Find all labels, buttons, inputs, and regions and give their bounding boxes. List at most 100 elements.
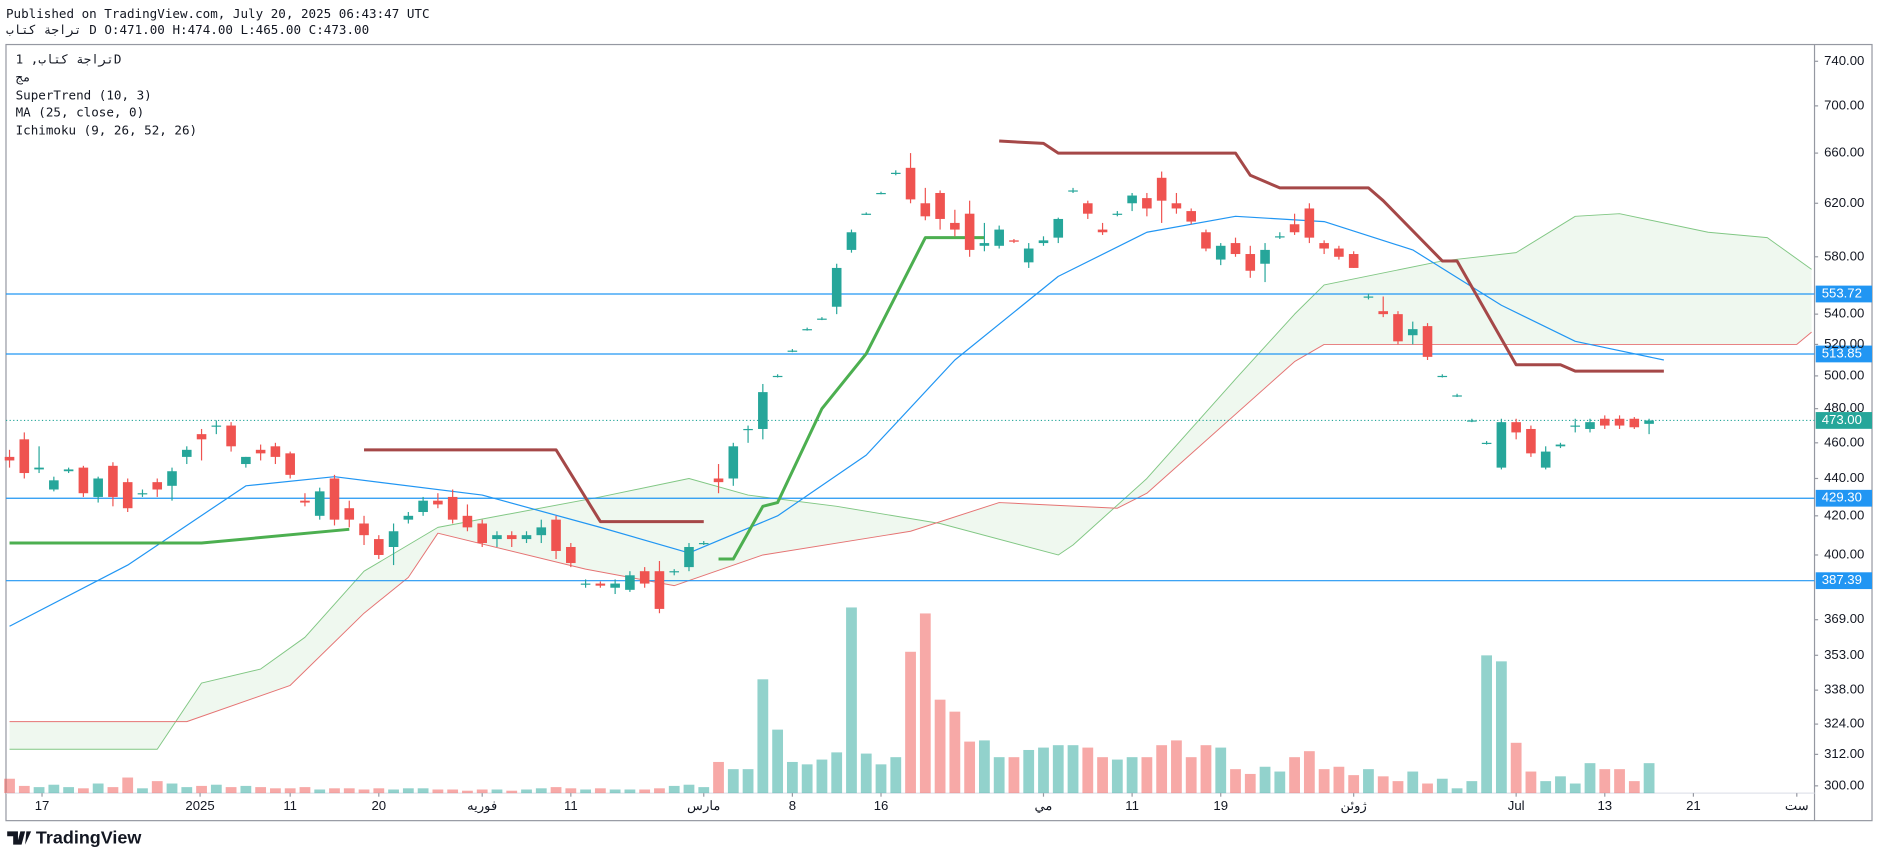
y-tick-label: 660.00 [1824,145,1864,160]
candle-body [551,519,561,551]
candle-body [1629,418,1640,428]
volume-bar [816,759,828,794]
y-tick-label: 520.00 [1824,336,1864,351]
published-note: Published on TradingView.com, July 20, 2… [6,6,430,21]
candle-body [521,535,532,540]
x-tick-label: 11 [1125,798,1139,813]
volume-bar [727,769,739,794]
candle-body [226,425,236,447]
candle-body [1215,245,1226,260]
candle-body [1334,248,1344,257]
volume-bar [934,699,946,794]
volume-bar [225,787,237,794]
last-price-box [1815,412,1873,429]
candle-body [817,318,827,320]
candle-body [137,493,148,495]
supertrend-down [364,139,1664,524]
candle-body [1585,422,1595,429]
y-tick-label: 300.00 [1824,777,1864,792]
y-tick-label: 700.00 [1824,97,1864,112]
candle-body [1393,314,1403,342]
volume-bar [1052,745,1064,794]
volume-bar [107,787,119,794]
volume-bar [417,788,429,794]
volume-bar [1614,769,1625,794]
volume-bar [284,788,296,794]
open: O:471.00 [104,22,165,37]
volume-bar [1599,769,1611,794]
volume-bar [1126,757,1138,794]
moving-average [9,215,1664,627]
legend-supertrend: SuperTrend (10, 3) [16,88,152,103]
volume-bar [1643,763,1655,794]
volume-bar [1259,766,1271,794]
candle-body [34,467,44,470]
candle-body [1422,326,1433,357]
volume-bar [772,729,784,794]
candle-body [374,539,384,555]
candle-body [462,515,473,528]
volume-bar [462,790,473,794]
x-tick-label: مارس [687,798,720,814]
candle-body [905,167,916,200]
volume-bar [255,787,267,794]
candle-body [728,446,739,479]
candle-body [758,392,768,429]
volume-bar [270,788,281,794]
candle-body [1304,208,1315,238]
candle-body [1481,442,1492,445]
candle-body [388,531,399,547]
y-tick-label: 338.00 [1824,682,1864,697]
x-tick-label: 16 [874,798,889,813]
volume-bar [1377,776,1389,794]
volume-bar [1584,763,1596,794]
volume-bar [92,783,104,794]
candle-body [1570,425,1581,427]
candle-body [1068,190,1078,192]
candle-body [920,203,931,217]
volume-bar [1023,749,1035,794]
level-label: 553.72 [1822,285,1862,300]
volume-bar [801,764,813,794]
candle-body [344,508,355,520]
volume-bar [1466,781,1478,794]
volume-bar [1363,769,1374,794]
volume-bar [447,789,459,794]
candle-body [566,546,576,564]
candle-body [270,446,281,457]
volume-bar [565,788,577,794]
candle-body [181,449,192,457]
y-tick-label: 312.00 [1824,746,1864,761]
volume-bar [181,787,193,794]
candle-body [950,222,960,230]
volume-bar [1171,740,1182,794]
volume-bar [63,787,75,794]
candle-body [255,449,266,454]
volume-bar [4,778,15,794]
volume-bar [1303,751,1315,794]
volume-bar [949,711,961,794]
volume-bar [1141,757,1153,794]
level-label-box [1815,489,1873,507]
candle-body [595,583,606,586]
volume-bar [402,788,414,794]
volume-bar [860,753,872,794]
volume-bar [314,789,326,794]
ichimoku-span-b [9,331,1812,723]
volume-bar [698,787,710,794]
candle-body [63,469,74,472]
volume-bar [1510,742,1522,794]
candle-body [1260,249,1270,264]
candle-body [625,575,635,590]
volume-bar [1495,661,1507,794]
candle-body [300,500,310,503]
candle-body [1201,232,1211,249]
plot: 553.72 513.85 429.30 387.39 740.00 700.00 660.… [4,53,1873,814]
volume-bar [122,777,134,794]
x-tick-label: 21 [1686,798,1701,813]
x-tick-label: ژوئن [1340,798,1366,814]
candle-body [49,480,59,490]
y-tick-label: 400.00 [1824,546,1864,561]
candle-body [122,482,133,509]
level-label: 429.30 [1822,490,1862,505]
